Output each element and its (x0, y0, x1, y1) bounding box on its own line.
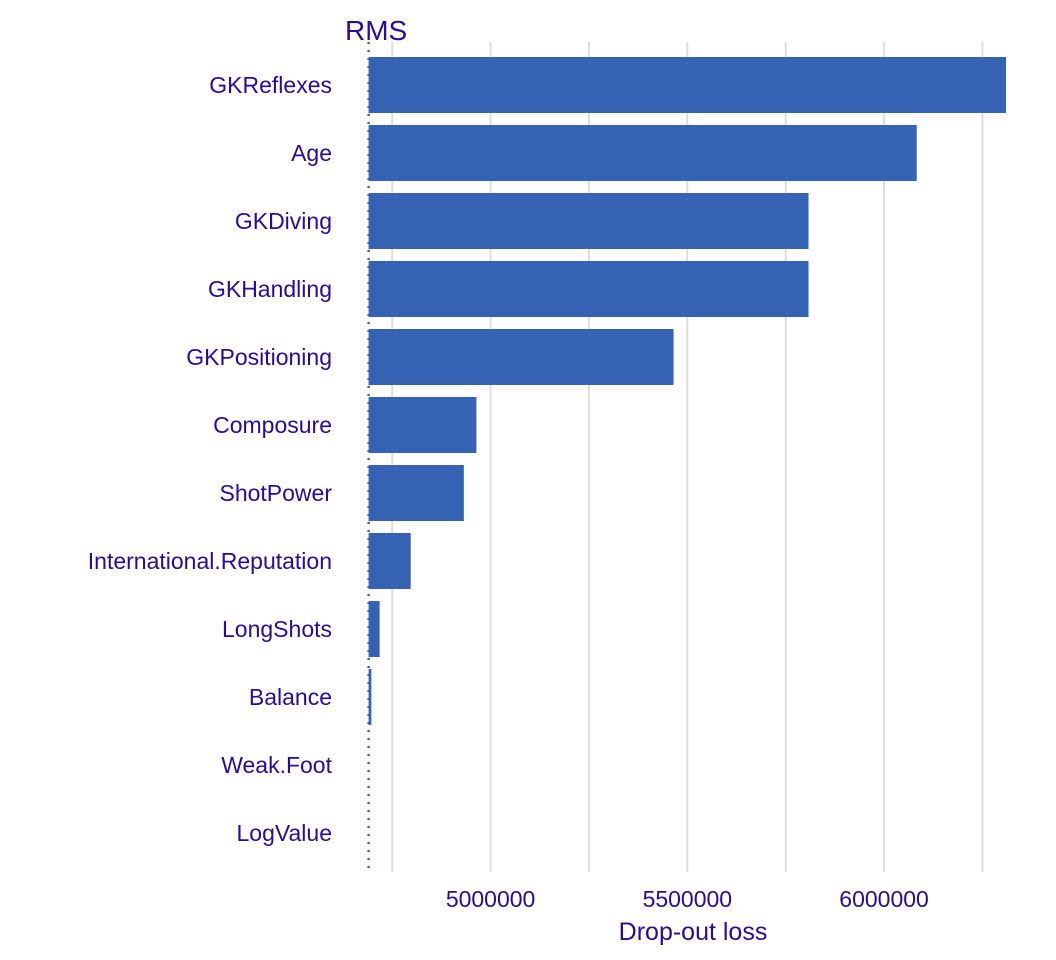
category-label-longshots: LongShots (222, 616, 332, 642)
category-label-logvalue: LogValue (237, 820, 333, 846)
category-label-gkreflexes: GKReflexes (209, 72, 332, 98)
x-axis-label: Drop-out loss (619, 918, 768, 946)
bar-gkdiving (368, 193, 809, 249)
category-labels: GKReflexes Age GKDiving GKHandling GKPositio… (88, 72, 333, 846)
category-label-gkpositioning: GKPositioning (186, 344, 332, 370)
x-tick-label-2: 6000000 (839, 886, 929, 912)
bar-composure (368, 397, 477, 453)
category-label-international-reputation: International.Reputation (88, 548, 332, 574)
bar-gkreflexes (368, 57, 1007, 113)
category-label-composure: Composure (213, 412, 332, 438)
bar-age (368, 125, 917, 181)
category-label-gkdiving: GKDiving (235, 208, 332, 234)
category-label-balance: Balance (249, 684, 332, 710)
x-tick-label-0: 5000000 (446, 886, 536, 912)
bar-shotpower (368, 465, 464, 521)
x-tick-labels: 5000000 5500000 6000000 (446, 886, 929, 912)
bar-balance (368, 669, 372, 725)
bar-gkpositioning (368, 329, 674, 385)
category-label-age: Age (291, 140, 332, 166)
category-label-weak-foot: Weak.Foot (221, 752, 332, 778)
category-label-shotpower: ShotPower (219, 480, 332, 506)
bar-longshots (368, 601, 380, 657)
x-tick-label-1: 5500000 (643, 886, 733, 912)
bar-international-reputation (368, 533, 411, 589)
bars (368, 57, 1007, 725)
category-label-gkhandling: GKHandling (208, 276, 332, 302)
bar-gkhandling (368, 261, 809, 317)
chart-title: RMS (345, 15, 407, 46)
